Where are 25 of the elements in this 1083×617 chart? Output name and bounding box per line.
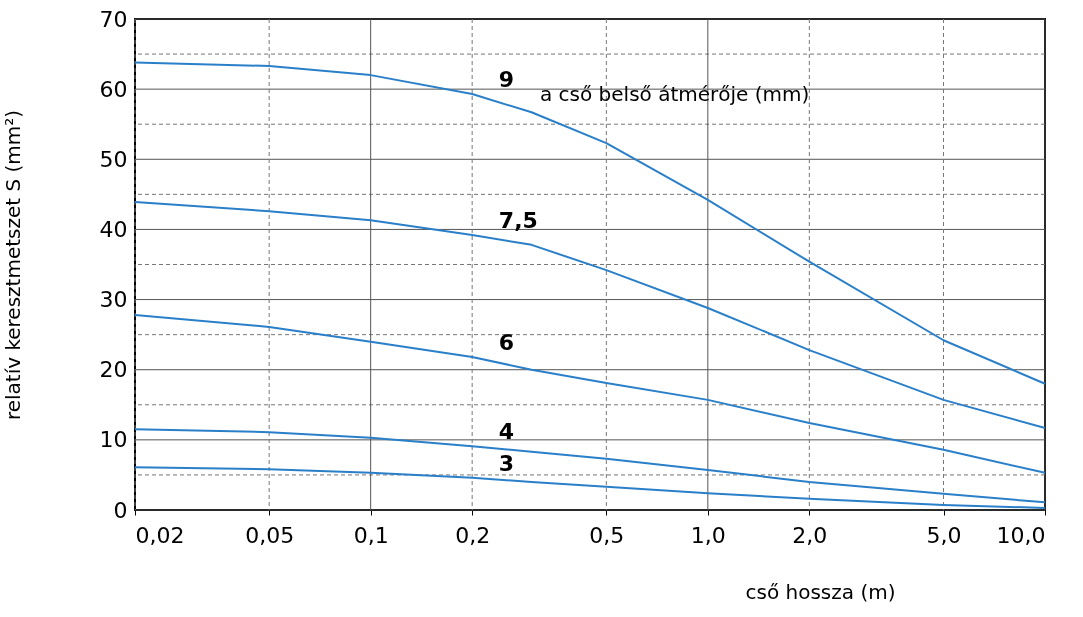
series-label: 7,5 — [498, 208, 538, 234]
x-tick-label: 0,2 — [455, 522, 491, 548]
y-tick-label: 30 — [99, 287, 128, 313]
x-tick-label: 5,0 — [926, 522, 962, 548]
series-label: 6 — [498, 330, 515, 356]
series-label: 3 — [498, 450, 515, 476]
x-tick-label: 0,02 — [135, 522, 185, 548]
y-tick-label: 60 — [99, 76, 128, 102]
x-tick-label: 0,05 — [245, 522, 295, 548]
y-tick-label: 20 — [99, 357, 128, 383]
x-tick-label: 10,0 — [996, 522, 1046, 548]
x-tick-label: 2,0 — [792, 522, 828, 548]
y-tick-label: 40 — [99, 216, 128, 242]
series-label: 9 — [498, 67, 515, 93]
y-tick-label: 50 — [99, 146, 128, 172]
x-tick-label: 0,5 — [589, 522, 625, 548]
y-tick-label: 0 — [113, 497, 128, 523]
x-tick-label: 1,0 — [690, 522, 726, 548]
y-tick-label: 10 — [99, 427, 128, 453]
series-label: 4 — [498, 419, 515, 445]
annotation: a cső belső átmérője (mm) — [540, 82, 810, 106]
x-axis-title: cső hossza (m) — [745, 579, 896, 604]
y-axis-title: relatív keresztmetszet S (mm²) — [0, 109, 25, 421]
x-tick-label: 0,1 — [353, 522, 389, 548]
y-tick-label: 70 — [99, 6, 128, 32]
